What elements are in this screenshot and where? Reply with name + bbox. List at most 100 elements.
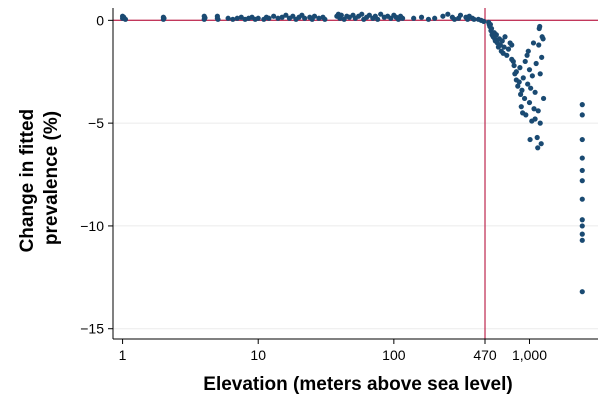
data-point-161 [579, 217, 585, 223]
data-point-129 [525, 48, 531, 54]
data-point-90 [488, 25, 495, 32]
data-point-116 [515, 83, 521, 89]
data-point-112 [511, 62, 517, 69]
data-point-96 [493, 32, 499, 38]
data-point-111 [509, 42, 515, 48]
data-point-74 [451, 16, 458, 22]
data-point-12 [215, 16, 221, 22]
data-point-84 [481, 18, 487, 24]
data-point-143 [535, 108, 541, 114]
x-tick-label-1: 10 [250, 347, 266, 363]
data-point-141 [534, 134, 540, 141]
data-point-149 [538, 141, 544, 147]
data-point-71 [440, 13, 446, 19]
data-point-135 [529, 73, 535, 79]
data-point-26 [275, 15, 281, 21]
data-point-9 [202, 15, 208, 21]
data-point-165 [579, 289, 585, 295]
data-point-106 [504, 52, 510, 58]
data-point-67 [411, 15, 417, 21]
data-point-152 [540, 36, 546, 42]
data-point-24 [266, 15, 272, 21]
data-point-156 [579, 136, 585, 143]
data-point-155 [579, 112, 585, 118]
data-point-117 [516, 79, 522, 85]
data-point-125 [522, 58, 528, 65]
data-point-110 [510, 58, 516, 65]
data-point-51 [359, 11, 365, 17]
data-point-147 [537, 71, 543, 77]
data-point-25 [271, 13, 277, 19]
data-point-123 [520, 75, 526, 81]
data-point-146 [537, 23, 543, 30]
data-point-158 [579, 167, 585, 174]
data-point-30 [290, 13, 296, 19]
data-point-70 [432, 15, 438, 21]
data-point-114 [513, 69, 519, 75]
data-point-131 [526, 67, 533, 73]
data-point-121 [519, 87, 525, 93]
data-point-27 [279, 14, 285, 20]
x-tick-label-0: 1 [119, 347, 127, 363]
data-point-120 [518, 104, 524, 110]
data-point-128 [525, 81, 531, 87]
data-point-150 [539, 54, 545, 60]
data-point-69 [425, 16, 432, 22]
data-point-88 [487, 21, 493, 28]
data-point-72 [445, 11, 451, 17]
data-point-3 [122, 16, 129, 22]
data-point-144 [536, 42, 542, 48]
y-tick-label-0: 0 [96, 12, 104, 28]
data-point-66 [399, 15, 406, 21]
data-points [119, 11, 585, 295]
data-point-6 [161, 15, 167, 21]
data-point-44 [338, 12, 344, 18]
data-point-160 [579, 196, 585, 202]
y-axis-title-line-1: Change in fitted [17, 109, 38, 253]
data-point-28 [283, 12, 289, 18]
data-point-38 [316, 15, 322, 21]
data-point-105 [502, 34, 508, 40]
data-point-127 [524, 52, 530, 58]
data-point-81 [471, 16, 477, 22]
y-tick-label-1: −5 [88, 115, 104, 131]
data-point-16 [238, 14, 244, 20]
y-tick-label-2: −10 [80, 218, 104, 234]
data-point-137 [531, 106, 537, 112]
data-point-154 [579, 102, 585, 108]
tick-labels: 0 −5 −10 −15 1 10 100 470 1,000 [80, 12, 547, 363]
data-point-136 [530, 40, 537, 46]
data-point-139 [532, 116, 538, 122]
data-point-68 [418, 14, 425, 20]
data-point-107 [505, 46, 512, 52]
x-tick-label-2: 100 [382, 347, 406, 363]
data-point-133 [528, 85, 534, 91]
data-point-153 [540, 95, 547, 102]
data-point-102 [499, 38, 505, 44]
x-tick-label-3: 470 [473, 347, 497, 363]
data-point-37 [311, 13, 318, 19]
data-point-138 [532, 89, 538, 95]
data-point-40 [322, 16, 328, 22]
data-point-15 [234, 15, 240, 21]
x-tick-label-4: 1,000 [512, 347, 547, 363]
x-axis-title: Elevation (meters above sea level) [203, 374, 512, 395]
data-point-58 [378, 11, 384, 17]
data-point-132 [527, 136, 533, 143]
data-point-13 [225, 15, 231, 21]
data-point-57 [375, 16, 381, 22]
data-point-34 [302, 15, 308, 21]
axes [108, 8, 598, 344]
data-point-130 [526, 99, 533, 106]
data-point-14 [230, 16, 236, 22]
data-point-140 [533, 60, 539, 67]
data-point-54 [366, 12, 372, 18]
data-point-163 [579, 231, 585, 237]
data-point-118 [517, 65, 523, 71]
data-point-148 [537, 120, 543, 126]
y-tick-label-3: −15 [80, 321, 104, 337]
data-point-142 [535, 145, 541, 151]
data-point-76 [457, 12, 464, 18]
